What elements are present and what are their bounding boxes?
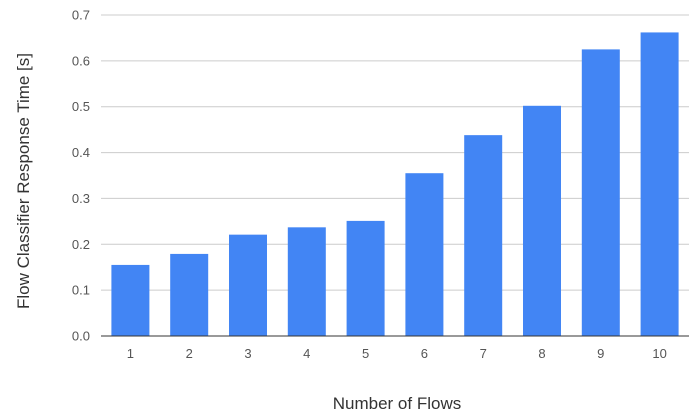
y-tick-label: 0.0 [72,329,90,344]
gridlines [101,14,689,291]
y-tick-label: 0.6 [72,53,90,68]
bar [170,253,209,336]
x-tick-label: 8 [538,346,545,361]
bar [640,32,679,336]
bar [346,220,385,336]
y-tick-label: 0.5 [72,99,90,114]
x-tick-label: 5 [362,346,369,361]
x-axis-ticks: 1 2 3 4 5 6 7 8 9 10 [127,346,667,361]
y-tick-label: 0.2 [72,237,90,252]
bar [287,227,326,336]
x-tick-label: 2 [186,346,193,361]
bar [111,264,150,336]
x-tick-label: 7 [480,346,487,361]
bar [229,234,267,336]
y-tick-label: 0.7 [72,8,90,23]
bar [581,49,620,337]
bars [111,32,679,337]
bar [405,173,444,336]
x-tick-label: 1 [127,346,134,361]
y-tick-label: 0.4 [72,145,90,160]
x-tick-label: 3 [244,346,251,361]
x-tick-label: 4 [303,346,310,361]
x-axis-title: Number of Flows [333,394,461,413]
y-tick-label: 0.3 [72,191,90,206]
y-axis-title: Flow Classifier Response Time [s] [14,53,33,309]
x-tick-label: 10 [652,346,666,361]
x-tick-label: 9 [597,346,604,361]
bar [523,105,561,336]
y-axis-ticks: 0.0 0.1 0.2 0.3 0.4 0.5 0.6 0.7 [72,8,90,344]
bar [464,135,503,336]
x-tick-label: 6 [421,346,428,361]
y-tick-label: 0.1 [72,283,90,298]
